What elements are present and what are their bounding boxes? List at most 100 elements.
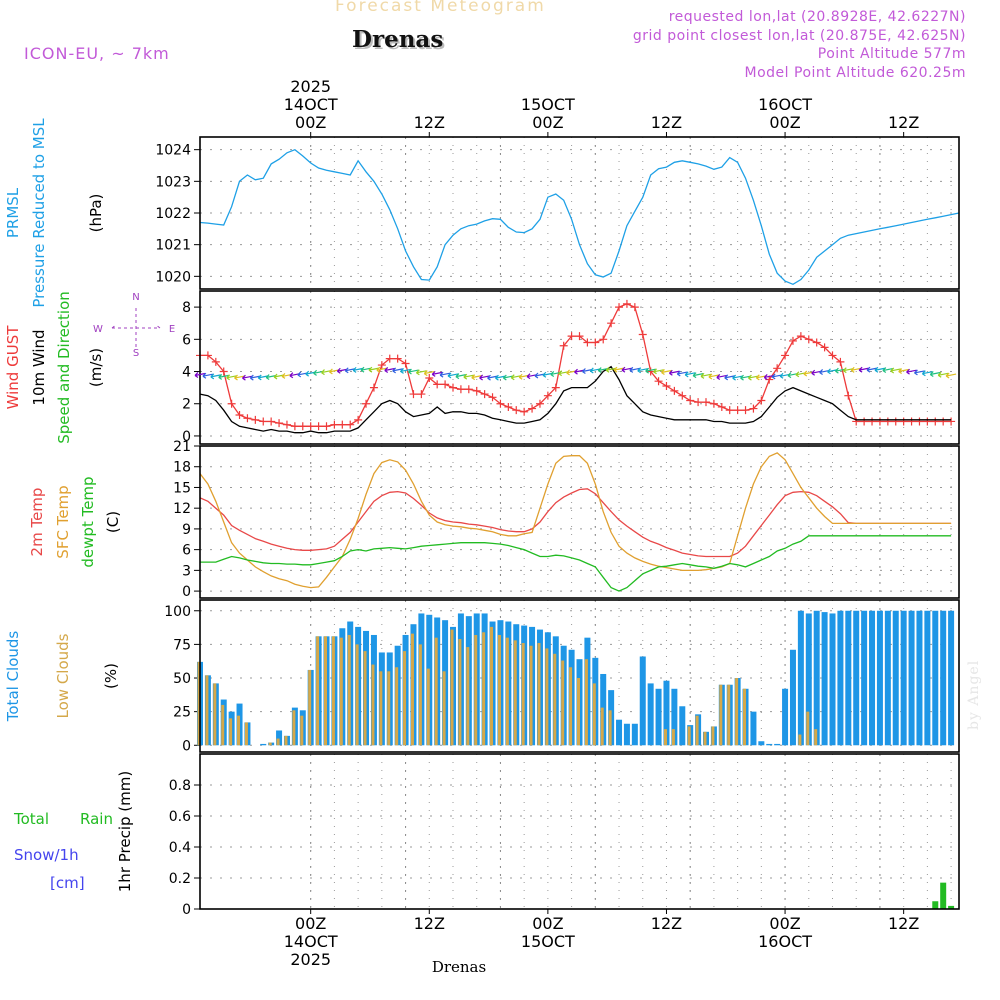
wind-direction-arrow (921, 370, 933, 377)
low-clouds-bar (339, 637, 343, 746)
legend-total: Total (13, 810, 49, 828)
pressure-ytick-label: 1023 (155, 174, 191, 190)
top-time-label: 14OCT (284, 95, 338, 114)
low-clouds-bar (450, 629, 454, 746)
clouds-axis-label: Total Clouds (4, 631, 22, 723)
low-clouds-bar (387, 671, 391, 746)
low-clouds-bar (458, 639, 462, 746)
wind-gust-marker (322, 422, 331, 431)
total-clouds-bar (924, 610, 931, 746)
wind-gust-marker (290, 422, 299, 431)
top-time-label: 16OCT (758, 95, 812, 114)
wind-gust-marker (868, 417, 877, 426)
low-clouds-bar (316, 636, 320, 746)
wind-gust-marker (654, 377, 663, 386)
dewpt-temp-line (200, 535, 952, 592)
total-clouds-bar (948, 610, 955, 746)
precip-ytick-label: 0.8 (169, 778, 191, 794)
low-clouds-bar (553, 653, 557, 746)
total-rain-bar (932, 901, 939, 909)
low-clouds-bar (347, 634, 351, 746)
total-clouds-bar (782, 688, 789, 746)
wind-gust-marker (393, 354, 402, 363)
low-clouds-bar (403, 651, 407, 746)
temperature-ytick-label: 9 (182, 522, 191, 538)
low-clouds-bar (671, 729, 675, 746)
temperature-ytick-label: 21 (173, 439, 191, 455)
temperature-axis-label: SFC Temp (54, 485, 72, 558)
low-clouds-bar (221, 704, 225, 746)
low-clouds-bar (442, 671, 446, 746)
wind-direction-arrow (495, 374, 506, 381)
wind-gust-marker (828, 351, 837, 360)
wind-direction-arrow (487, 374, 498, 381)
pressure-ytick-label: 1024 (155, 143, 191, 159)
compass-north: N (132, 292, 139, 303)
wind-direction-arrow (724, 374, 735, 381)
bottom-time-label: 14OCT (284, 932, 338, 951)
wind-direction-arrow (455, 373, 467, 380)
total-clouds-bar (276, 730, 283, 746)
wind-direction-arrow (234, 374, 245, 381)
total-clouds-bar (616, 719, 623, 746)
wind-direction-arrow (368, 366, 380, 373)
wind-axis-label: Speed and Direction (55, 291, 73, 444)
wind-gust-marker (235, 411, 244, 420)
wind-direction-arrow (937, 371, 949, 378)
prmsl-line (199, 148, 960, 286)
bottom-time-label: 00Z (769, 914, 800, 933)
temperature-axis-label: 2m Temp (28, 488, 46, 557)
total-clouds-bar (845, 610, 852, 746)
clouds-ytick-label: 100 (164, 604, 191, 620)
top-time-label: 12Z (414, 113, 445, 132)
wind-gust-marker (883, 417, 892, 426)
low-clouds-bar (197, 661, 201, 746)
wind-direction-arrow (692, 372, 704, 379)
requested-coordinates: requested lon,lat (20.8928E, 42.6227N) (668, 9, 966, 25)
wind-direction-arrow (471, 374, 482, 381)
total-clouds-bar (797, 610, 804, 746)
wind-direction-arrow (716, 374, 727, 380)
total-clouds-bar (837, 610, 844, 746)
10m-wind-line (199, 365, 952, 434)
top-time-label: 00Z (769, 113, 800, 132)
total-clouds-bar (639, 656, 646, 746)
bottom-time-label: 12Z (888, 914, 919, 933)
wind-gust-marker (306, 422, 315, 431)
wind-gust-marker (796, 332, 805, 341)
total-rain-bar (948, 905, 955, 909)
bottom-time-label: 16OCT (758, 932, 812, 951)
wind-gust-marker (543, 391, 552, 400)
wind-gust-marker (346, 420, 355, 429)
wind-direction-arrow (423, 370, 435, 377)
clouds-ytick-label: 25 (173, 705, 191, 721)
total-clouds-bar (631, 723, 638, 746)
low-clouds-bar (545, 648, 549, 746)
total-clouds-bar (805, 613, 812, 746)
2m-temp-line (199, 488, 952, 558)
wind-direction-arrow (637, 367, 648, 374)
wind-gust-marker (820, 343, 829, 352)
chart-suptitle: Forecast Meteogram (335, 0, 546, 16)
wind-gust-marker (891, 417, 900, 426)
wind-direction-arrow (613, 366, 625, 373)
wind-direction-arrow (408, 368, 419, 375)
wind-gust-marker (709, 399, 718, 408)
wind-gust-marker (330, 420, 339, 429)
low-clouds-bar (244, 722, 248, 746)
precip-ytick-label: 0.2 (169, 871, 191, 887)
wind-direction-arrow (755, 374, 767, 381)
wind-direction-arrow (748, 374, 759, 381)
wind-direction-arrow (384, 367, 395, 373)
low-clouds-bar (608, 710, 612, 746)
wind-direction-arrow (415, 369, 427, 376)
top-time-label: 15OCT (521, 95, 575, 114)
total-clouds-bar (940, 610, 947, 746)
pressure-panel (194, 136, 960, 290)
temperature-axis-label: (C) (104, 511, 122, 533)
footer-station: Drenas (432, 958, 486, 976)
low-clouds-bar (308, 669, 312, 746)
wind-gust-marker (836, 357, 845, 366)
precip-panel (194, 753, 960, 910)
